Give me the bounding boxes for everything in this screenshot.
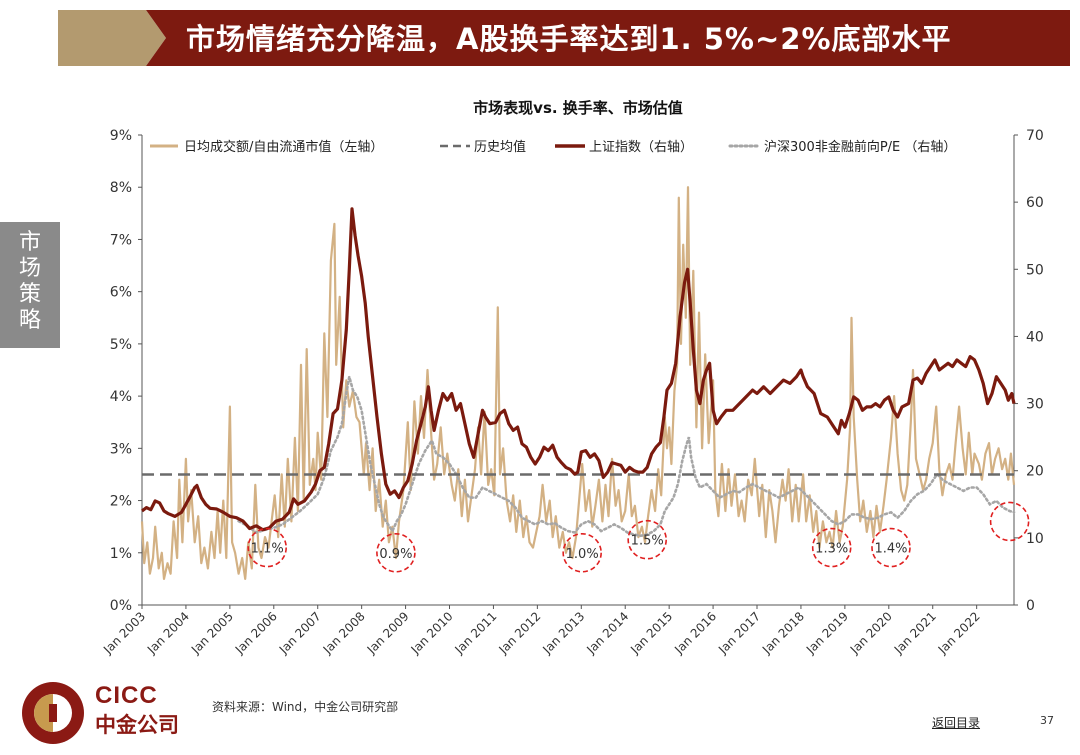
x-tick-label: Jan 2022 xyxy=(935,609,983,657)
logo-text-en: CICC xyxy=(95,682,158,709)
back-to-contents-link[interactable]: 返回目录 xyxy=(932,716,981,730)
x-tick-label: Jan 2016 xyxy=(671,609,719,657)
legend-pe-label: 沪深300非金融前向P/E （右轴） xyxy=(764,139,956,155)
y-right-tick-label: 50 xyxy=(1026,262,1044,278)
title-band xyxy=(146,10,1070,66)
page-title: 市场情绪充分降温，A股换手率达到1. 5%~2%底部水平 xyxy=(186,22,952,56)
y-left-tick-label: 5% xyxy=(110,337,132,353)
y-right-tick-label: 70 xyxy=(1026,128,1044,144)
annotation-label: 1.3% xyxy=(815,542,848,557)
y-left-tick-label: 9% xyxy=(110,128,132,144)
x-tick-label: Jan 2021 xyxy=(891,609,939,657)
chart: 市场表现vs. 换手率、市场估值 0% 1% 2% 3% 4% 5% 6% 7% 8% 9% 0 10 2… xyxy=(100,99,1044,657)
side-tab-label: 市场策略 xyxy=(18,230,41,333)
x-tick-label: Jan 2017 xyxy=(715,609,763,657)
annotation-circle xyxy=(627,519,667,560)
legend-average-label: 历史均值 xyxy=(474,139,526,155)
title-chevron xyxy=(58,10,166,66)
title-banner xyxy=(58,10,1070,66)
x-tick-label: Jan 2007 xyxy=(276,609,324,657)
annotation-label: 1.1% xyxy=(251,542,284,557)
y-left-tick-label: 8% xyxy=(110,180,132,196)
y-left-tick-label: 6% xyxy=(110,285,132,301)
x-tick-label: Jan 2012 xyxy=(496,609,544,657)
annotation-circle xyxy=(871,527,911,568)
annotation-circle xyxy=(811,527,852,568)
side-tab xyxy=(0,222,60,348)
y-right-tick-label: 60 xyxy=(1026,195,1044,211)
y-left-tick-label: 1% xyxy=(110,546,132,562)
x-tick-label: Jan 2006 xyxy=(232,609,280,657)
x-tick-label: Jan 2008 xyxy=(320,609,368,657)
annotation-label: 1.4% xyxy=(874,542,907,557)
y-right-tick-label: 0 xyxy=(1026,598,1035,614)
x-tick-label: Jan 2015 xyxy=(627,609,675,657)
series-pe-line xyxy=(237,376,1016,538)
cicc-logo-icon xyxy=(22,682,84,744)
x-tick-label: Jan 2010 xyxy=(408,609,456,657)
x-tick-label: Jan 2003 xyxy=(100,609,148,657)
source-note: 资料来源：Wind，中金公司研究部 xyxy=(212,700,399,714)
series-sse-line xyxy=(141,207,1016,532)
x-tick-label: Jan 2018 xyxy=(759,609,807,657)
logo-text-cn: 中金公司 xyxy=(95,713,179,737)
annotation-circle xyxy=(562,532,602,573)
y-left-tick-label: 2% xyxy=(110,494,132,510)
legend-sse-label: 上证指数（右轴） xyxy=(589,140,693,155)
y-right-tick-label: 40 xyxy=(1026,329,1044,345)
chart-title: 市场表现vs. 换手率、市场估值 xyxy=(473,99,683,117)
y-left-tick-label: 3% xyxy=(110,441,132,457)
legend-turnover-label: 日均成交额/自由流通市值（左轴） xyxy=(184,139,383,155)
x-tick-label: Jan 2011 xyxy=(452,609,500,657)
y-left-tick-label: 7% xyxy=(110,232,132,248)
y-left-tick-label: 0% xyxy=(110,598,132,614)
annotation-circle xyxy=(989,501,1030,542)
x-tick-label: Jan 2004 xyxy=(144,609,192,657)
x-tick-label: Jan 2014 xyxy=(583,609,631,657)
y-right-tick-label: 30 xyxy=(1026,397,1044,413)
series-turnover-line xyxy=(140,186,1016,581)
y-left-tick-label: 4% xyxy=(110,389,132,405)
x-tick-label: Jan 2013 xyxy=(539,609,587,657)
y-right-tick-label: 20 xyxy=(1026,464,1044,480)
annotation-label: 1.5% xyxy=(631,534,664,549)
x-tick-label: Jan 2005 xyxy=(188,609,236,657)
annotation-circle xyxy=(247,527,287,568)
x-tick-label: Jan 2019 xyxy=(803,609,851,657)
annotation-label: 0.9% xyxy=(379,547,412,562)
x-tick-label: Jan 2020 xyxy=(847,609,895,657)
y-right-tick-label: 10 xyxy=(1026,531,1044,547)
annotation-label: 1.0% xyxy=(566,547,599,562)
annotation-circle xyxy=(376,532,416,573)
x-tick-label: Jan 2009 xyxy=(364,609,412,657)
page-number: 37 xyxy=(1040,714,1054,727)
